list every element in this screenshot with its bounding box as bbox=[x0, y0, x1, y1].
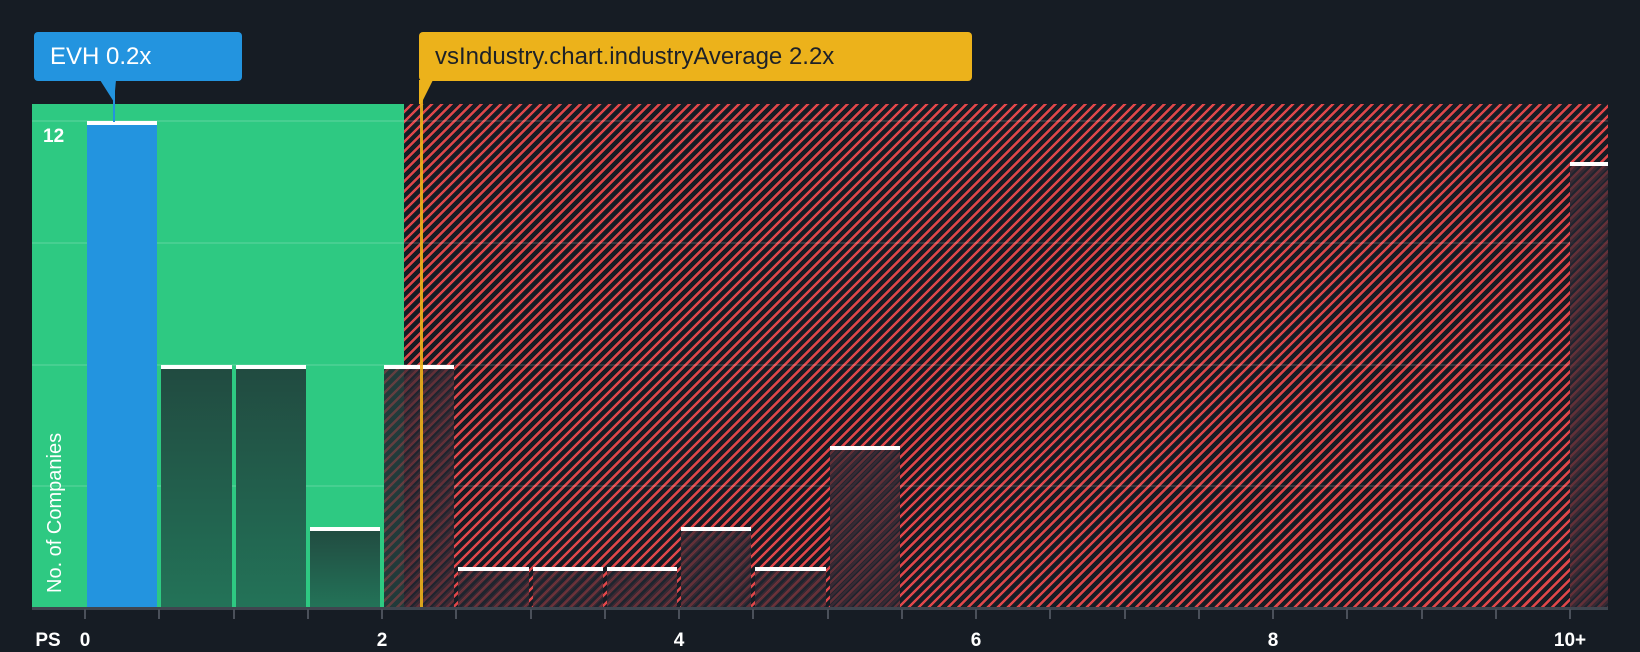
above-average-region bbox=[404, 104, 1608, 608]
x-axis-line bbox=[32, 607, 1608, 610]
x-axis-tick bbox=[752, 609, 755, 619]
x-axis-tick bbox=[1049, 609, 1052, 619]
x-axis-label: 6 bbox=[970, 630, 982, 651]
bar-top-cap bbox=[755, 567, 826, 572]
bar-top-cap bbox=[161, 364, 232, 369]
x-axis-label: 10+ bbox=[1553, 630, 1587, 651]
bar-top-cap bbox=[235, 364, 306, 369]
bar-top-cap bbox=[458, 567, 529, 572]
x-axis-tick bbox=[1346, 609, 1349, 619]
bar-top-cap bbox=[532, 567, 603, 572]
gridline bbox=[32, 485, 1608, 488]
x-axis-label: 4 bbox=[673, 630, 685, 651]
x-axis-tick bbox=[1569, 609, 1571, 619]
histogram-bar bbox=[755, 567, 826, 608]
bar-top-cap bbox=[309, 526, 380, 531]
company-bar bbox=[87, 121, 158, 608]
industry-average-callout: vsIndustry.chart.industryAverage 2.2x bbox=[419, 32, 972, 81]
company-callout: EVH 0.2x bbox=[34, 32, 242, 81]
bar-top-cap bbox=[829, 445, 900, 450]
histogram-bar bbox=[235, 364, 306, 608]
industry-average-callout-label: vsIndustry.chart.industryAverage 2.2x bbox=[435, 42, 835, 70]
x-axis-label: 0 bbox=[79, 630, 91, 651]
x-axis-tick bbox=[1197, 609, 1200, 619]
industry-average-line bbox=[420, 82, 423, 608]
gridline bbox=[32, 120, 1608, 122]
x-axis-tick bbox=[1420, 609, 1423, 619]
x-axis-tick bbox=[84, 609, 86, 619]
company-callout-label: EVH 0.2x bbox=[50, 42, 152, 70]
x-axis-tick bbox=[1494, 609, 1497, 619]
histogram-bar bbox=[309, 526, 380, 608]
x-axis-tick bbox=[975, 609, 977, 619]
gridline bbox=[32, 241, 1608, 244]
x-axis-tick bbox=[529, 609, 532, 619]
x-axis-tick bbox=[678, 609, 680, 619]
bar-top-cap bbox=[87, 121, 158, 125]
bar-top-cap bbox=[1570, 161, 1608, 166]
x-axis-tick bbox=[1272, 609, 1274, 619]
histogram-bar bbox=[458, 567, 529, 608]
y-axis-max-label: 12 bbox=[43, 126, 65, 147]
x-axis-label: 8 bbox=[1267, 630, 1279, 651]
x-axis-tick bbox=[1123, 609, 1126, 619]
x-axis-tick bbox=[381, 609, 383, 619]
x-axis-tick bbox=[232, 609, 235, 619]
histogram-bar bbox=[829, 445, 900, 608]
x-axis-tick bbox=[603, 609, 606, 619]
x-axis-tick bbox=[826, 609, 829, 619]
histogram-bar bbox=[532, 567, 603, 608]
y-axis-title: No. of Companies bbox=[44, 432, 66, 593]
histogram-bar bbox=[681, 526, 752, 608]
x-axis-title: PS bbox=[35, 630, 61, 651]
histogram-bar bbox=[1570, 161, 1608, 608]
company-callout-pointer bbox=[100, 80, 116, 102]
histogram-bar bbox=[384, 364, 455, 608]
industry-callout-pointer bbox=[419, 80, 433, 104]
x-axis-tick bbox=[455, 609, 458, 619]
x-axis-label: 2 bbox=[376, 630, 388, 651]
bar-top-cap bbox=[384, 364, 455, 369]
histogram-bar bbox=[161, 364, 232, 608]
histogram-bar bbox=[606, 567, 677, 608]
bar-top-cap bbox=[681, 526, 752, 531]
gridline bbox=[32, 363, 1608, 366]
x-axis-tick bbox=[158, 609, 161, 619]
x-axis-tick bbox=[306, 609, 309, 619]
x-axis-tick bbox=[900, 609, 903, 619]
bar-top-cap bbox=[606, 567, 677, 572]
